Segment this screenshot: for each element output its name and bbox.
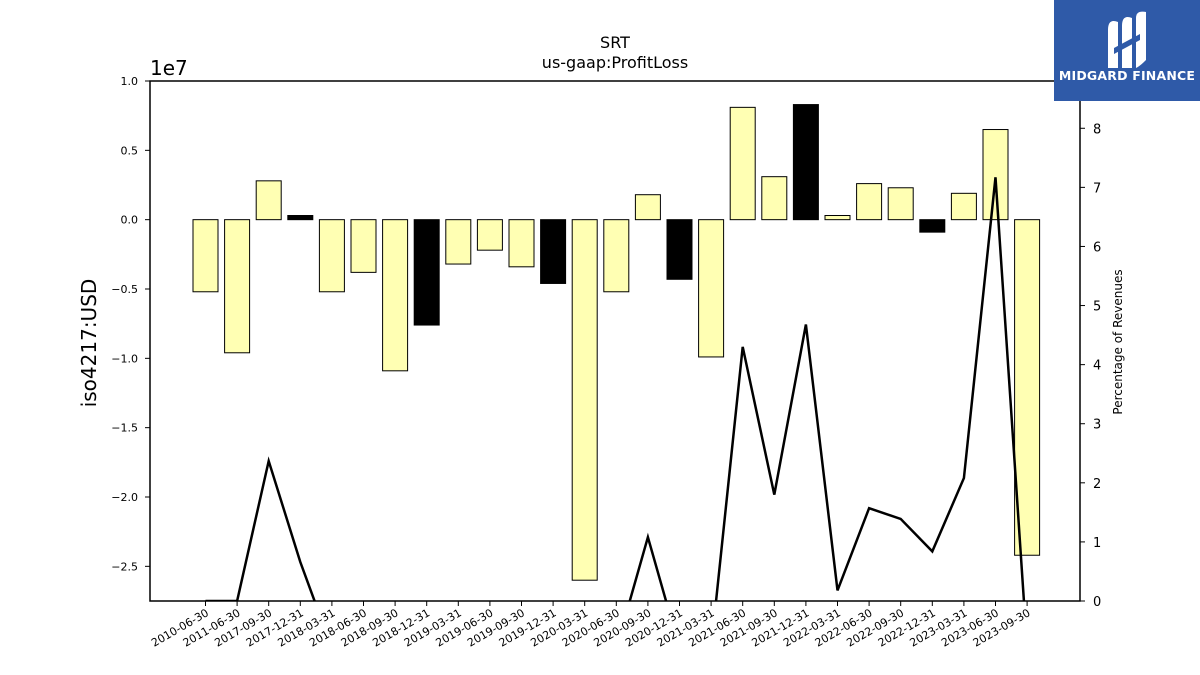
y2-tick-label: 8: [1093, 122, 1101, 137]
bar-2022-09-30: [887, 187, 914, 221]
y2-tick-label: 6: [1093, 240, 1101, 255]
bar-2021-12-31: [792, 104, 819, 221]
plot-frame: [149, 80, 1081, 602]
chart-title: SRT: [600, 33, 630, 52]
y2-tick-label: 1: [1093, 536, 1101, 551]
bar-2021-09-30: [761, 176, 788, 221]
y2-tick-label: 5: [1093, 300, 1101, 315]
y-tick-label: −2.5: [111, 560, 138, 573]
y-axis-offset-label: 1e7: [150, 56, 188, 80]
bar-2021-06-30: [729, 106, 756, 221]
bar-2018-06-30: [350, 219, 377, 273]
bar-2018-09-30: [382, 219, 409, 372]
bar-2023-09-30: [1014, 219, 1041, 556]
bar-2019-09-30: [508, 219, 535, 268]
y-tick-label: 0.0: [121, 214, 139, 227]
bar-2022-12-31: [919, 219, 946, 233]
y2-axis-label: Percentage of Revenues: [1111, 269, 1125, 414]
y-tick-label: −1.5: [111, 422, 138, 435]
brand-name: MIDGARD FINANCE: [1058, 68, 1196, 83]
bar-2023-03-31: [950, 192, 977, 221]
bar-2020-03-31: [571, 219, 598, 581]
bar-2019-06-30: [476, 219, 503, 251]
y2-tick-label: 4: [1093, 359, 1101, 374]
y2-tick-label: 3: [1093, 418, 1101, 433]
percentage-of-revenues-line: [205, 177, 1026, 601]
y-tick-label: −0.5: [111, 283, 138, 296]
bar-2022-03-31: [824, 215, 851, 221]
bar-2019-12-31: [540, 219, 567, 284]
y2-tick-label: 0: [1093, 595, 1101, 610]
bar-2018-03-31: [318, 219, 345, 293]
midgard-m-logo-icon: [1108, 11, 1146, 69]
bar-2011-06-30: [224, 219, 251, 354]
bar-2019-03-31: [445, 219, 472, 265]
y-tick-label: 0.5: [121, 144, 139, 157]
bar-2017-12-31: [287, 215, 314, 221]
y-tick-label: −2.0: [111, 491, 138, 504]
bar-2023-06-30: [982, 129, 1009, 221]
bar-2017-09-30: [255, 180, 282, 221]
bar-2020-06-30: [603, 219, 630, 293]
y-tick-label: −1.0: [111, 352, 138, 365]
bar-2020-09-30: [634, 194, 661, 221]
y-tick-label: 1.0: [121, 75, 139, 88]
bar-2022-06-30: [856, 183, 883, 221]
y2-tick-label: 2: [1093, 477, 1101, 492]
chart-subtitle: us-gaap:ProfitLoss: [542, 53, 688, 72]
brand-logo: MIDGARD FINANCE: [1054, 0, 1200, 101]
y2-tick-label: 7: [1093, 181, 1101, 196]
y-axis-label: iso4217:USD: [77, 279, 101, 408]
bar-2020-12-31: [666, 219, 693, 280]
bar-2010-06-30: [192, 219, 219, 293]
bar-2018-12-31: [413, 219, 440, 326]
bar-2021-03-31: [698, 219, 725, 358]
